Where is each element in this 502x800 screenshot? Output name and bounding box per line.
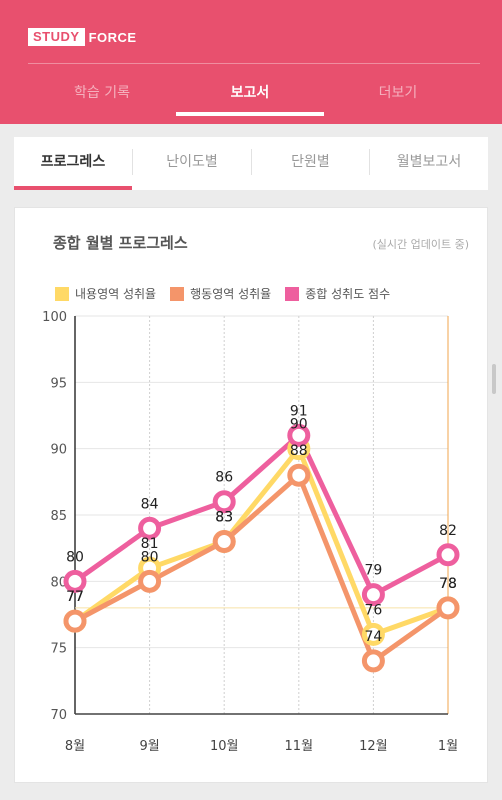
data-point-0 [361, 622, 385, 646]
x-tick-label: 1월 [438, 739, 458, 754]
legend-item-total: 종합 성취도 점수 [285, 285, 390, 302]
data-label-1: 74 [364, 629, 382, 645]
legend-label-total: 종합 성취도 점수 [305, 287, 391, 301]
scrollbar[interactable] [492, 364, 496, 394]
subtab-monthly-report[interactable]: 월별보고서 [396, 154, 462, 170]
data-point-2 [138, 516, 162, 540]
y-tick-label: 95 [50, 376, 67, 391]
chart-legend: 내용영역 성취율 행동영역 성취율 종합 성취도 점수 [55, 285, 404, 302]
data-point-2 [361, 583, 385, 607]
data-point-1 [361, 649, 385, 673]
x-tick-label: 8월 [65, 739, 85, 754]
data-point-1 [63, 609, 87, 633]
x-tick-label: 11월 [285, 739, 314, 754]
data-label-2: 79 [364, 563, 382, 579]
legend-label-content: 내용영역 성취율 [75, 287, 157, 301]
data-label-1: 77 [66, 589, 84, 605]
subtab-divider [369, 149, 370, 175]
data-point-2 [212, 490, 236, 514]
logo-box: STUDY [28, 28, 85, 46]
data-label-0: 90 [290, 417, 308, 433]
logo: STUDY FORCE [28, 27, 137, 47]
y-tick-label: 75 [50, 642, 67, 657]
data-point-2 [436, 543, 460, 567]
data-label-2: 86 [215, 470, 233, 486]
data-point-2 [287, 423, 311, 447]
data-label-2: 84 [141, 496, 159, 512]
data-point-1 [212, 530, 236, 554]
data-label-2: 80 [66, 549, 84, 565]
y-tick-label: 80 [50, 575, 67, 590]
legend-label-behavior: 행동영역 성취율 [190, 287, 272, 301]
y-tick-label: 85 [50, 509, 67, 524]
progress-card: 종합 월별 프로그레스 (실시간 업데이트 중) 내용영역 성취율 행동영역 성… [14, 207, 488, 783]
subtab-difficulty[interactable]: 난이도별 [166, 154, 218, 170]
data-point-1 [138, 569, 162, 593]
data-label-0: 81 [141, 536, 159, 552]
subtab-unit[interactable]: 단원별 [291, 154, 330, 170]
data-label-0: 83 [215, 510, 233, 526]
card-subtitle: (실시간 업데이트 중) [372, 238, 469, 251]
legend-swatch-behavior [170, 286, 185, 301]
tab-study-record[interactable]: 학습 기록 [74, 85, 130, 101]
data-label-0: 76 [364, 602, 382, 618]
y-tick-label: 100 [42, 310, 67, 325]
series-line-2 [72, 432, 451, 598]
legend-item-content: 내용영역 성취율 [55, 285, 156, 302]
data-label-2: 82 [439, 523, 457, 539]
x-tick-label: 10월 [210, 739, 239, 754]
data-point-2 [63, 569, 87, 593]
logo-text: FORCE [88, 29, 137, 45]
legend-item-behavior: 행동영역 성취율 [170, 285, 271, 302]
y-tick-label: 90 [50, 443, 67, 458]
x-tick-label: 12월 [359, 739, 388, 754]
data-label-1: 88 [290, 443, 308, 459]
data-label-1: 80 [141, 549, 159, 565]
y-tick-label: 70 [50, 708, 67, 723]
active-subtab-indicator [14, 186, 132, 190]
subtab-divider [251, 149, 252, 175]
subtab-divider [132, 149, 133, 175]
card-title: 종합 월별 프로그레스 [53, 234, 188, 252]
header-divider [28, 63, 480, 64]
tab-report[interactable]: 보고서 [230, 85, 270, 101]
subtab-progress[interactable]: 프로그레스 [40, 154, 106, 170]
series-line-1 [72, 472, 451, 664]
data-point-1 [436, 596, 460, 620]
sub-tab-bar: 프로그레스 난이도별 단원별 월별보고서 [14, 137, 488, 190]
data-label-1: 83 [215, 510, 233, 526]
app-header: STUDY FORCE 학습 기록 보고서 더보기 [0, 0, 502, 124]
active-tab-indicator [176, 112, 324, 116]
data-label-1: 78 [439, 576, 457, 592]
tab-more[interactable]: 더보기 [378, 85, 418, 101]
series-line-0 [72, 446, 451, 637]
data-label-0: 78 [439, 576, 457, 592]
legend-swatch-total [285, 286, 300, 301]
legend-swatch-content [55, 286, 69, 301]
x-tick-label: 9월 [139, 739, 159, 754]
data-label-0: 77 [66, 589, 84, 605]
data-point-1 [287, 463, 311, 487]
data-label-2: 91 [290, 403, 308, 419]
